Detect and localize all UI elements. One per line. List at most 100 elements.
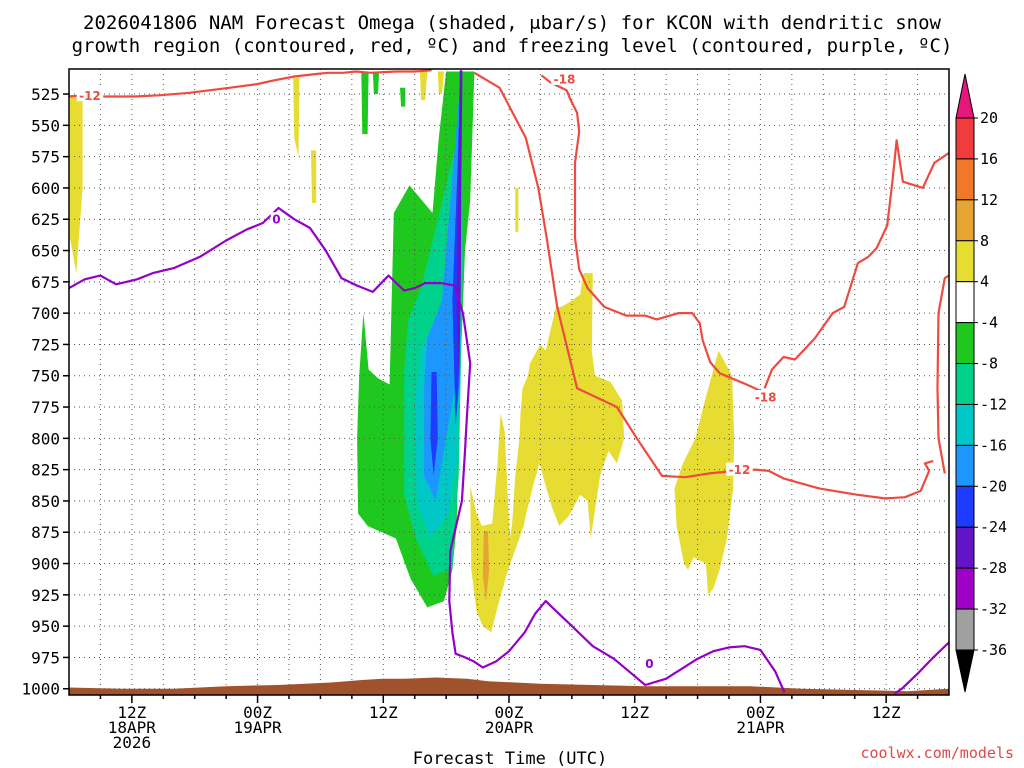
colorbar-label: 16 (980, 150, 998, 168)
omega-region-17 (482, 531, 490, 602)
y-tick-label: 725 (31, 335, 60, 354)
colorbar-swatch (955, 567, 975, 610)
x-tick-label: 2026 (113, 733, 152, 752)
x-tick-label: 12Z (620, 703, 649, 722)
dgz-contour-4 (936, 274, 949, 474)
colorbar-swatch (955, 158, 975, 201)
freezing-level-contour-5 (69, 206, 786, 693)
contour-label-bg (726, 462, 753, 476)
colorbar-label: 4 (980, 273, 989, 291)
contour-label: -12 (79, 89, 101, 103)
colorbar-label: -28 (980, 559, 1007, 577)
y-tick-label: 625 (31, 210, 60, 229)
x-tick-label: 20APR (485, 718, 534, 737)
y-tick-label: 950 (31, 617, 60, 636)
y-tick-label: 875 (31, 523, 60, 542)
omega-region-2 (293, 77, 300, 157)
chart-title-line1: 2026041806 NAM Forecast Omega (shaded, μ… (83, 12, 941, 34)
credit-text: coolwx.com/models (860, 744, 1014, 762)
colorbar-label: -20 (980, 477, 1007, 495)
x-tick-label: 00Z (243, 703, 272, 722)
colorbar-label: -36 (980, 641, 1007, 659)
omega-region-0 (70, 95, 83, 274)
y-tick-label: 900 (31, 555, 60, 574)
colorbar-swatch (955, 240, 975, 283)
y-tick-label: 750 (31, 367, 60, 386)
x-tick-label: 12Z (369, 703, 398, 722)
x-tick-label: 12Z (117, 703, 146, 722)
y-tick-label: 825 (31, 461, 60, 480)
contour-label: -18 (554, 73, 576, 87)
colorbar-label: -4 (980, 314, 998, 332)
y-tick-label: 925 (31, 586, 60, 605)
freezing-level-contour-6 (893, 641, 949, 695)
chart-title-line2: growth region (contoured, red, ºC) and f… (72, 35, 953, 57)
plot-area: -12 -12 -18 -18 0 0 (68, 68, 950, 696)
colorbar-swatch (955, 444, 975, 487)
contour-label: -12 (729, 463, 751, 477)
y-tick-label: 550 (31, 116, 60, 135)
omega-region-18 (674, 350, 735, 595)
x-tick-label: 00Z (746, 703, 775, 722)
colorbar-label: 12 (980, 191, 998, 209)
dgz-contour-0 (69, 69, 432, 98)
contour-label-bg (752, 390, 779, 404)
contour-label: 0 (272, 213, 280, 227)
colorbar-swatch (955, 608, 975, 651)
contour-label: -18 (755, 391, 777, 405)
colorbar-label: -12 (980, 395, 1007, 413)
colorbar-bottom-triangle (955, 649, 975, 693)
omega-region-16 (470, 273, 625, 633)
contour-label: 0 (645, 657, 653, 671)
y-tick-label: 775 (31, 398, 60, 417)
y-tick-label: 850 (31, 492, 60, 511)
y-tick-label: 700 (31, 304, 60, 323)
omega-region-14 (430, 372, 438, 476)
omega-region-8 (515, 187, 519, 232)
omega-shading (70, 70, 735, 633)
contour-label-bg (643, 656, 656, 670)
colorbar-swatch (955, 403, 975, 446)
colorbar-swatch (955, 363, 975, 405)
colorbar-label: -16 (980, 436, 1007, 454)
grid (69, 69, 949, 695)
dgz-contour-1 (473, 71, 934, 500)
y-tick-label: 975 (31, 648, 60, 667)
colorbar-label: 8 (980, 232, 989, 250)
y-tick-label: 675 (31, 273, 60, 292)
y-tick-label: 1000 (21, 680, 60, 699)
y-tick-label: 525 (31, 85, 60, 104)
colorbar-top-triangle (955, 73, 975, 119)
omega-region-6 (372, 71, 380, 94)
colorbar-swatch (955, 117, 975, 160)
colorbar-label: -24 (980, 518, 1007, 536)
colorbar-swatch (955, 199, 975, 242)
x-tick-label: 00Z (495, 703, 524, 722)
omega-region-5 (361, 71, 369, 135)
y-tick-label: 600 (31, 179, 60, 198)
terrain-fill (69, 677, 949, 695)
y-tick-label: 575 (31, 148, 60, 167)
colorbar-swatch (955, 281, 975, 324)
omega-region-1 (311, 150, 317, 203)
y-tick-label: 800 (31, 429, 60, 448)
colorbar-swatch (955, 526, 975, 569)
omega-region-4 (437, 71, 444, 94)
dgz-contour-3 (763, 139, 949, 389)
colorbar-swatch (955, 485, 975, 528)
contour-labels: -12 -12 -18 -18 0 0 (76, 72, 779, 671)
contour-layer (69, 69, 949, 695)
x-tick-label: 12Z (872, 703, 901, 722)
colorbar-label: 20 (980, 109, 998, 127)
colorbar: 20 16 12 8 4 -4 -8 -12 -16 -20 -24 -28 -32 -36 (955, 73, 1007, 693)
x-tick-label: 19APR (233, 718, 282, 737)
omega-region-15 (456, 70, 463, 389)
x-tick-label: 18APR (108, 718, 157, 737)
y-axis: 525 550 575 600 625 650 675 700 725 750 775 800 825 8… (21, 85, 69, 699)
plot-background (69, 69, 949, 695)
colorbar-swatch (955, 322, 975, 365)
contour-label-bg (551, 72, 578, 86)
omega-region-7 (400, 87, 406, 107)
